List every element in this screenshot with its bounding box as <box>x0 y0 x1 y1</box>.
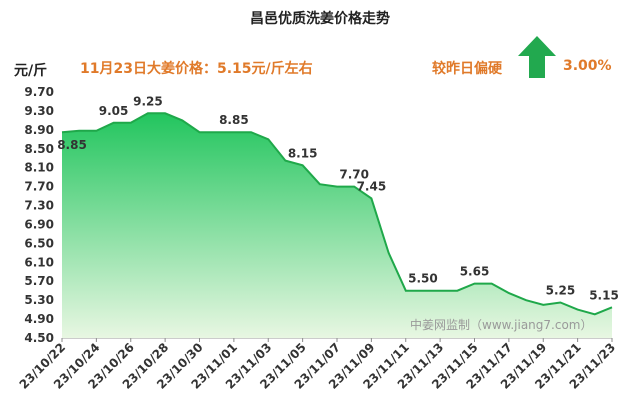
price-headline: 11月23日大姜价格：5.15元/斤左右 <box>80 61 313 77</box>
data-label: 8.85 <box>219 113 249 127</box>
y-tick-label: 8.90 <box>24 123 54 137</box>
y-axis-unit: 元/斤 <box>14 63 48 79</box>
y-tick-label: 8.50 <box>24 142 54 156</box>
y-tick-label: 6.50 <box>24 236 54 250</box>
y-tick-label: 9.30 <box>24 104 54 118</box>
data-labels: 8.85 9.05 9.25 8.85 8.15 7.707.45 5.50 5.65 5.25… <box>57 94 619 302</box>
data-label: 9.25 <box>133 94 163 108</box>
y-tick-label: 6.90 <box>24 217 54 231</box>
y-tick-label: 7.30 <box>24 199 54 213</box>
y-tick-label: 9.70 <box>24 85 54 99</box>
y-axis: 9.70 9.30 8.90 8.50 8.10 7.70 7.30 6.90 6.50 6.10… <box>24 85 54 345</box>
y-tick-label: 7.70 <box>24 180 54 194</box>
arrow-up-shape <box>518 36 556 78</box>
y-tick-label: 8.10 <box>24 161 54 175</box>
x-axis: 23/10/2223/10/2423/10/2623/10/2823/10/30… <box>17 337 618 392</box>
data-label: 5.65 <box>460 265 490 279</box>
compare-label: 较昨日偏硬 <box>432 61 502 77</box>
data-label: 8.15 <box>288 146 318 160</box>
data-label: 5.15 <box>589 288 619 302</box>
watermark: 中姜网监制（www.jiang7.com） <box>410 318 593 332</box>
y-tick-label: 4.90 <box>24 312 54 326</box>
data-label: 7.45 <box>357 179 387 193</box>
price-area <box>62 113 612 338</box>
chart-title: 昌邑优质洗姜价格走势 <box>250 11 390 27</box>
y-tick-label: 5.70 <box>24 274 54 288</box>
data-label: 5.50 <box>408 272 438 286</box>
y-tick-label: 5.30 <box>24 293 54 307</box>
data-label: 9.05 <box>99 104 129 118</box>
y-tick-label: 4.50 <box>24 331 54 345</box>
arrow-up-icon <box>518 36 556 78</box>
data-label: 8.85 <box>57 138 87 152</box>
data-label: 5.25 <box>546 284 576 298</box>
price-line <box>61 112 613 316</box>
data-label: 7.70 <box>339 168 369 182</box>
y-tick-label: 6.10 <box>24 255 54 269</box>
compare-value: 3.00% <box>563 58 612 74</box>
